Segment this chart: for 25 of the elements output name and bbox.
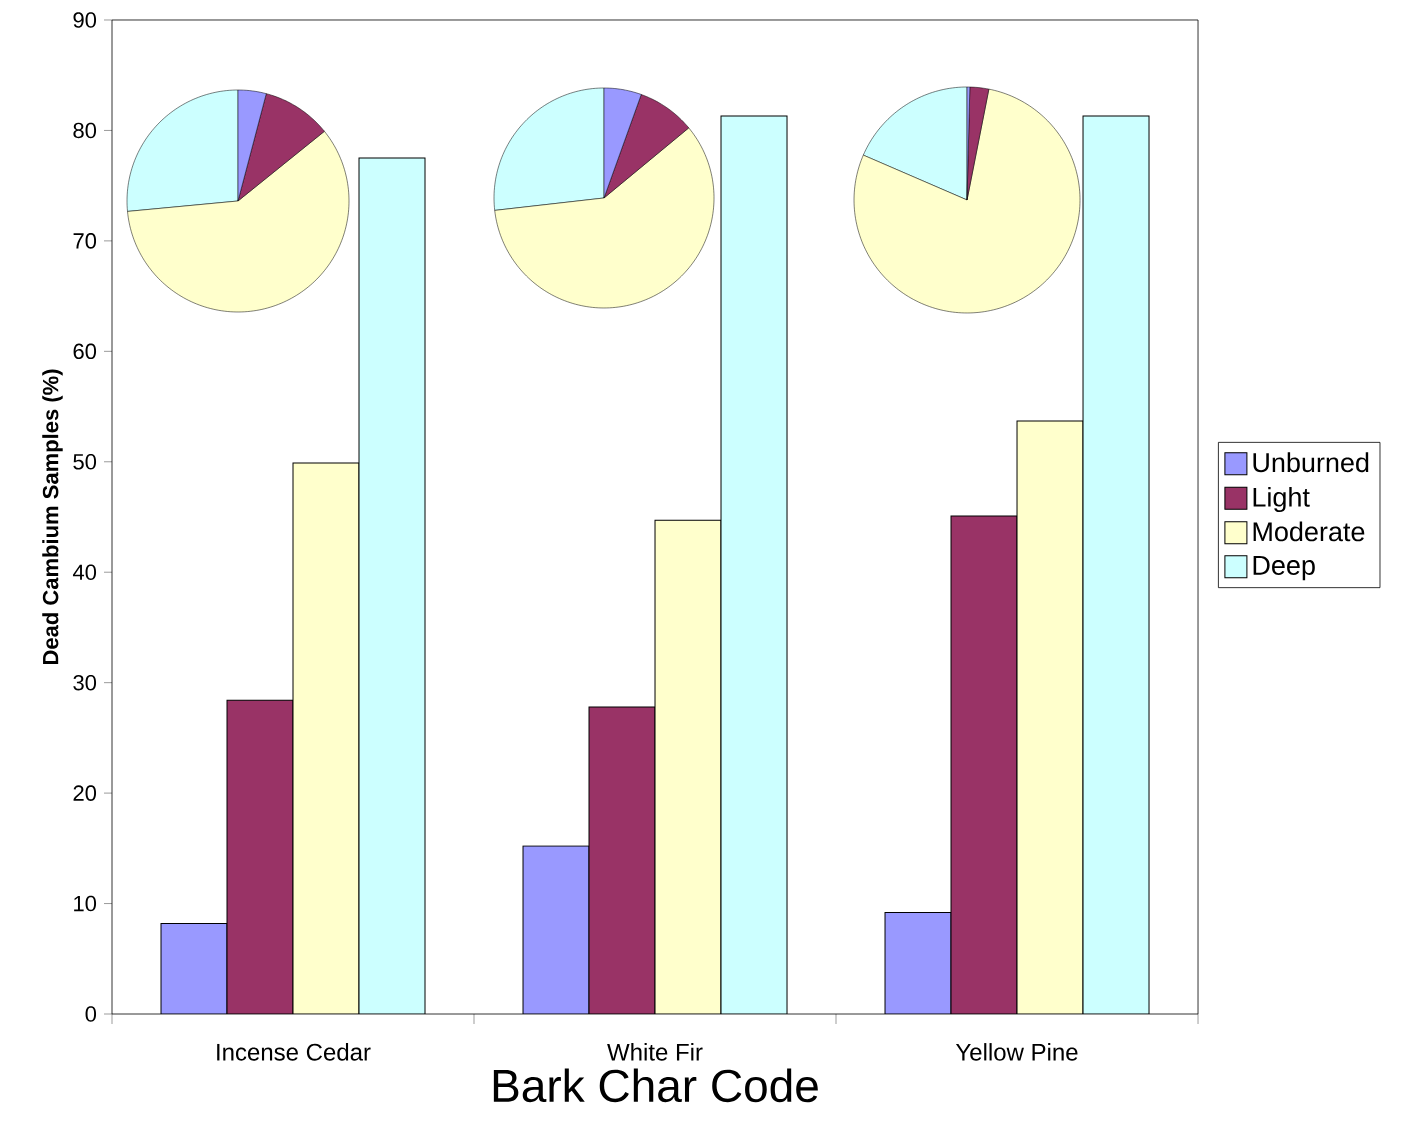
x-tick-label: Incense Cedar bbox=[217, 1043, 371, 1061]
y-tick-label: 20 bbox=[73, 785, 97, 801]
bar bbox=[588, 706, 656, 1014]
x-tick-label: White Fir bbox=[607, 1043, 703, 1061]
y-tick-label: 10 bbox=[74, 895, 97, 912]
y-tick-label: 30 bbox=[73, 674, 97, 691]
bar bbox=[160, 922, 228, 1014]
y-tick-label: 90 bbox=[73, 12, 97, 28]
bar bbox=[950, 515, 1018, 1014]
legend-label: Unburned bbox=[1253, 452, 1369, 473]
bar bbox=[226, 699, 294, 1014]
y-tick-label: 80 bbox=[73, 122, 97, 139]
y-tick-label: 50 bbox=[73, 454, 97, 470]
legend-label: Light bbox=[1253, 486, 1310, 513]
y-tick-label: 60 bbox=[73, 343, 97, 360]
legend-label: Deep bbox=[1253, 556, 1315, 581]
bar bbox=[522, 845, 590, 1014]
y-tick-label: 70 bbox=[73, 233, 97, 249]
y-tick-label: 0 bbox=[85, 1006, 97, 1022]
y-axis-title: Dead Cambium Samples (%) bbox=[42, 369, 63, 665]
bar bbox=[884, 911, 952, 1014]
legend-label: Moderate bbox=[1253, 521, 1365, 542]
y-tick-label: 40 bbox=[72, 564, 97, 581]
x-axis-title: Bark Char Code bbox=[493, 1068, 818, 1103]
x-tick-label: Yellow Pine bbox=[955, 1043, 1078, 1061]
